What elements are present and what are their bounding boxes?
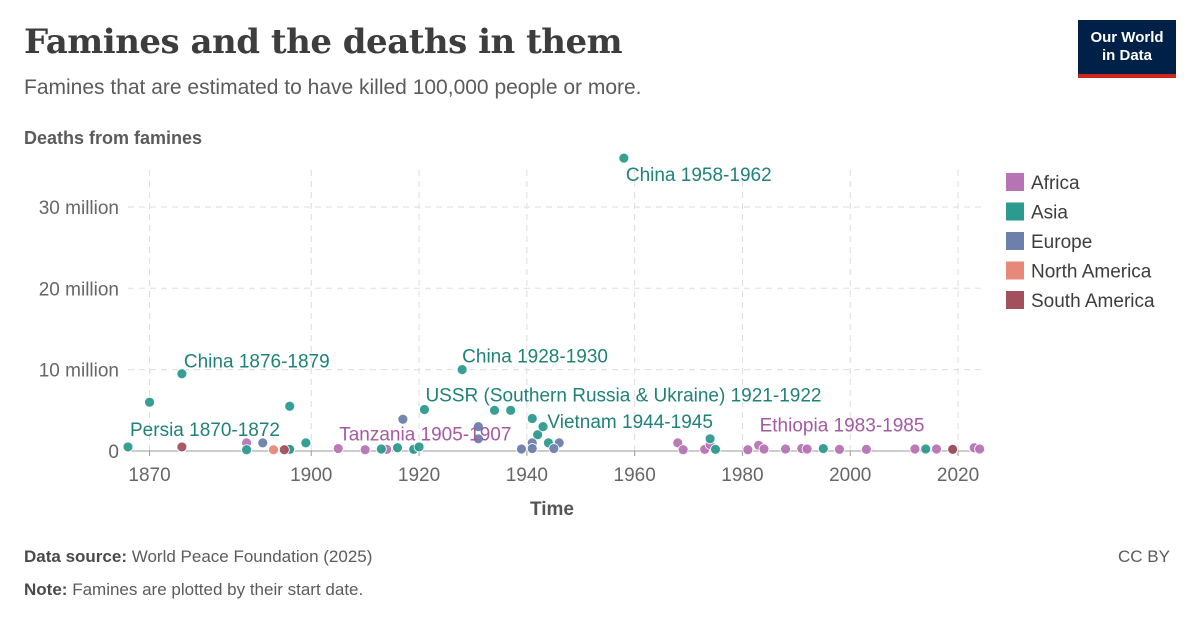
legend-swatch <box>1006 232 1024 250</box>
data-point-africa[interactable] <box>780 443 791 455</box>
data-point-asia[interactable] <box>300 437 312 449</box>
x-tick-label: 1920 <box>398 465 440 486</box>
data-point-africa[interactable] <box>742 444 754 456</box>
chart-title: Famines and the deaths in them <box>24 22 623 62</box>
data-source-text[interactable]: World Peace Foundation (2025) <box>131 547 373 566</box>
legend-swatch <box>1006 291 1024 309</box>
logo-line-1: Our World <box>1090 29 1164 46</box>
data-point-asia[interactable] <box>176 368 188 380</box>
data-point-north-america[interactable] <box>268 444 279 456</box>
legend-label[interactable]: Europe <box>1031 232 1092 253</box>
data-point-africa[interactable] <box>861 443 872 455</box>
legend: Africa Asia Europe North America South Ameri… <box>1006 173 1155 312</box>
x-tick-label: 1960 <box>614 465 656 486</box>
legend-swatch <box>1006 261 1024 280</box>
x-tick-label: 1900 <box>290 465 332 486</box>
data-point-europe[interactable] <box>472 433 484 445</box>
y-tick-label: 30 million <box>39 198 119 219</box>
data-point-asia[interactable] <box>456 364 468 376</box>
note-text: Famines are plotted by their start date. <box>72 580 364 599</box>
y-axis-title: Deaths from famines <box>24 128 203 148</box>
data-point-europe[interactable] <box>472 421 484 432</box>
legend-label[interactable]: Asia <box>1031 203 1068 224</box>
legend-label[interactable]: Africa <box>1031 173 1080 194</box>
data-source: Data source: World Peace Foundation (202… <box>24 547 372 567</box>
data-point-south-america[interactable] <box>176 441 188 453</box>
x-tick-label: 2000 <box>829 465 871 486</box>
legend-label[interactable]: North America <box>1031 262 1152 283</box>
annotation-label: China 1876-1879 <box>184 352 330 373</box>
data-point-africa[interactable] <box>332 443 344 454</box>
x-tick-label: 1940 <box>506 465 548 486</box>
y-tick-label: 20 million <box>39 279 119 300</box>
y-axis-ticks: 0 10 million 20 million 30 million <box>39 198 119 463</box>
data-point-asia[interactable] <box>710 443 721 455</box>
data-point-asia[interactable] <box>241 444 252 456</box>
data-point-asia[interactable] <box>144 396 155 408</box>
grid-lines <box>128 170 985 451</box>
owid-logo[interactable]: Our World in Data <box>1078 20 1176 78</box>
data-point-asia[interactable] <box>392 442 403 454</box>
x-tick-label: 1870 <box>128 465 170 486</box>
data-point-africa[interactable] <box>974 443 986 455</box>
annotation-label: China 1958-1962 <box>626 165 772 186</box>
annotation-label: Ethiopia 1983-1985 <box>760 415 925 436</box>
y-tick-label: 10 million <box>39 361 119 382</box>
data-point-south-america[interactable] <box>278 444 290 456</box>
data-point-asia[interactable] <box>532 429 544 441</box>
data-point-asia[interactable] <box>284 400 296 412</box>
data-point-africa[interactable] <box>834 443 845 455</box>
chart-subtitle: Famines that are estimated to have kille… <box>24 76 642 99</box>
x-tick-label: 1980 <box>721 465 763 486</box>
legend-label[interactable]: South America <box>1031 291 1155 312</box>
annotation-label: Tanzania 1905-1907 <box>339 425 511 446</box>
data-point-europe[interactable] <box>397 413 409 425</box>
data-point-asia[interactable] <box>920 443 932 455</box>
x-axis-ticks: 1870 1900 1920 1940 1960 1980 2000 2020 <box>128 451 979 486</box>
legend-swatch <box>1006 202 1024 221</box>
note-label: Note: <box>24 580 68 599</box>
data-point-asia[interactable] <box>526 413 538 424</box>
data-point-asia[interactable] <box>618 152 630 164</box>
data-point-asia[interactable] <box>413 441 425 453</box>
data-point-asia[interactable] <box>489 404 500 416</box>
data-point-europe[interactable] <box>526 443 538 454</box>
annotation-label: Vietnam 1944-1945 <box>547 412 713 433</box>
data-point-africa[interactable] <box>801 443 813 455</box>
annotation-label: Persia 1870-1872 <box>130 420 280 441</box>
legend-swatch <box>1006 173 1024 191</box>
data-point-africa[interactable] <box>758 443 770 455</box>
annotations: China 1958-1962 China 1876-1879 China 1928… <box>130 165 924 445</box>
data-point-africa[interactable] <box>909 443 921 455</box>
y-tick-label: 0 <box>108 442 119 463</box>
data-source-label: Data source: <box>24 547 127 566</box>
x-tick-label: 2020 <box>937 465 979 486</box>
data-point-south-america[interactable] <box>947 443 959 455</box>
chart-note: Note: Famines are plotted by their start… <box>24 580 363 600</box>
data-point-asia[interactable] <box>505 404 517 416</box>
data-point-asia[interactable] <box>419 404 430 415</box>
data-point-europe[interactable] <box>257 437 269 449</box>
data-point-asia[interactable] <box>704 433 716 445</box>
data-point-asia[interactable] <box>537 421 549 432</box>
data-point-africa[interactable] <box>931 443 942 455</box>
data-points <box>122 152 986 456</box>
data-point-asia[interactable] <box>375 443 387 455</box>
data-point-asia[interactable] <box>122 441 134 453</box>
data-point-africa[interactable] <box>359 444 371 456</box>
data-point-europe[interactable] <box>516 443 527 455</box>
x-axis-title: Time <box>530 499 574 520</box>
annotation-label: USSR (Southern Russia & Ukraine) 1921-19… <box>425 386 821 407</box>
data-point-africa[interactable] <box>677 444 689 456</box>
license-link[interactable]: CC BY <box>1118 547 1170 566</box>
data-point-europe[interactable] <box>548 443 560 454</box>
logo-line-2: in Data <box>1101 47 1152 64</box>
annotation-label: China 1928-1930 <box>462 347 608 368</box>
data-point-asia[interactable] <box>817 443 829 454</box>
